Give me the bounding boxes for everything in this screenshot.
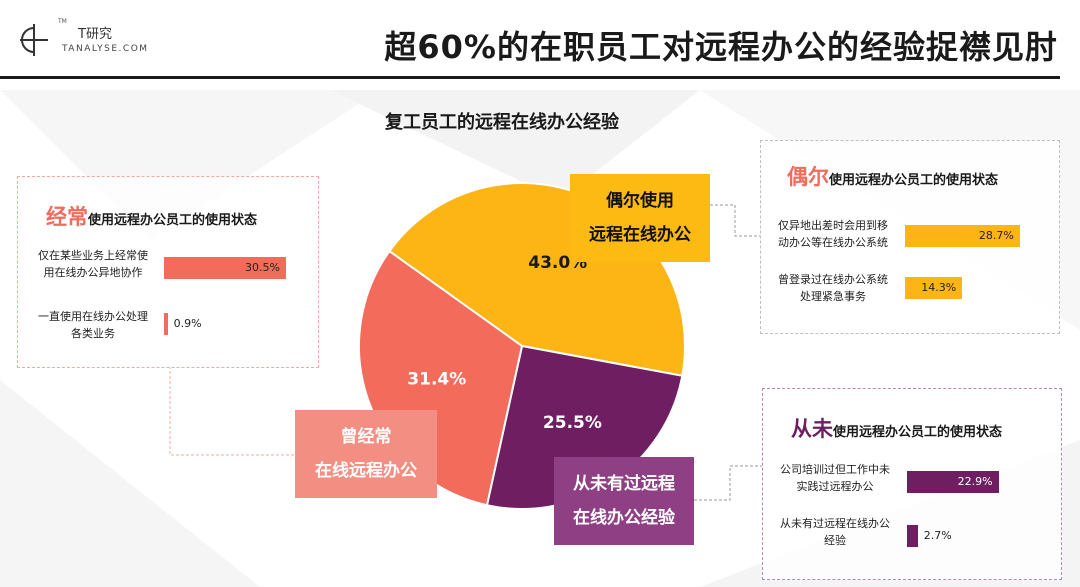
callout-often-line-1: 曾经常 [340, 427, 392, 447]
panel-never-heading: 从未使用远程办公员工的使用状态 [791, 413, 1002, 443]
panel-often-row-2-label: 一直使用在线办公处理 各类业务 [24, 308, 162, 342]
panel-often-row-1-line-2: 用在线办公异地协作 [43, 266, 143, 279]
panel-often-row-1-line-1: 仅在某些业务上经常使 [38, 249, 148, 262]
callout-occasional: 偶尔使用 远程在线办公 [570, 174, 710, 262]
bar-never-row-2 [907, 525, 918, 547]
pie-label-often: 31.4% [407, 370, 466, 390]
page-title: 超60%的在职员工对远程办公的经验捉襟见肘 [384, 28, 1058, 66]
panel-occasional-row-1-line-1: 仅异地出差时会用到移 [778, 219, 888, 232]
panel-occasional-row-1-line-2: 动办公等在线办公系统 [778, 236, 888, 249]
bar-never-row-1-value: 22.9% [957, 475, 993, 488]
panel-never-row-1-line-2: 实践过远程办公 [796, 480, 874, 493]
chart-title: 复工员工的远程在线办公经验 [385, 112, 619, 133]
panel-never-row-2-line-1: 从未有过远程在线办公 [780, 517, 890, 530]
bar-never-row-1 [907, 471, 999, 493]
panel-often-row-2-line-1: 一直使用在线办公处理 [38, 310, 148, 323]
panel-occasional-row-2-line-1: 曾登录过在线办公系统 [778, 273, 888, 286]
panel-occasional-row-2-label: 曾登录过在线办公系统 处理紧急事务 [763, 271, 903, 305]
logo: TM T研究 TANALYSE.COM [18, 18, 158, 62]
panel-occasional-row-1-label: 仅异地出差时会用到移 动办公等在线办公系统 [763, 217, 903, 251]
logo-mark-icon [20, 24, 48, 56]
panel-never-row-1-line-1: 公司培训过但工作中未 [780, 463, 890, 476]
panel-occasional: 偶尔使用远程办公员工的使用状态 仅异地出差时会用到移 动办公等在线办公系统 28… [760, 140, 1060, 334]
bar-often-row-2-value: 0.9% [173, 317, 202, 330]
callout-often-line-2: 在线远程办公 [315, 461, 417, 481]
bar-often-row-1-value: 30.5% [245, 261, 280, 274]
pie-label-never: 25.5% [543, 413, 602, 433]
panel-occasional-accent: 偶尔 [787, 165, 829, 189]
panel-never-heading-rest: 使用远程办公员工的使用状态 [833, 425, 1003, 440]
panel-never: 从未使用远程办公员工的使用状态 公司培训过但工作中未 实践过远程办公 22.9%… [762, 388, 1062, 580]
panel-occasional-row-2-line-2: 处理紧急事务 [800, 290, 866, 303]
bar-occasional-row-1-value: 28.7% [978, 229, 1014, 242]
panel-often-heading-rest: 使用远程办公员工的使用状态 [88, 213, 258, 228]
panel-never-row-1-label: 公司培训过但工作中未 实践过远程办公 [765, 461, 905, 495]
callout-often: 曾经常 在线远程办公 [295, 410, 437, 498]
callout-never: 从未有过远程 在线办公经验 [554, 457, 694, 545]
callout-occasional-line-1: 偶尔使用 [606, 191, 674, 211]
logo-trademark: TM [58, 18, 67, 25]
panel-often-accent: 经常 [46, 205, 88, 229]
bar-occasional-row-2-value: 14.3% [921, 281, 957, 294]
logo-domain: TANALYSE.COM [62, 44, 149, 54]
panel-never-row-2-label: 从未有过远程在线办公 经验 [765, 515, 905, 549]
panel-occasional-heading: 偶尔使用远程办公员工的使用状态 [787, 161, 998, 191]
panel-often-row-2-line-2: 各类业务 [71, 327, 115, 340]
panel-often: 经常使用远程办公员工的使用状态 仅在某些业务上经常使 用在线办公异地协作 30.… [17, 176, 319, 368]
callout-occasional-line-2: 远程在线办公 [589, 225, 691, 245]
bar-often-row-2 [164, 313, 168, 335]
title-divider [0, 76, 1060, 79]
panel-never-accent: 从未 [791, 417, 833, 441]
bar-occasional-row-2 [905, 277, 963, 299]
bar-often-row-1 [164, 257, 286, 279]
panel-often-heading: 经常使用远程办公员工的使用状态 [46, 201, 257, 231]
bar-occasional-row-1 [905, 225, 1020, 247]
panel-never-row-2-line-2: 经验 [824, 534, 846, 547]
panel-occasional-heading-rest: 使用远程办公员工的使用状态 [829, 173, 999, 188]
callout-never-line-1: 从未有过远程 [573, 474, 675, 494]
callout-never-line-2: 在线办公经验 [573, 508, 675, 528]
logo-name: T研究 [78, 27, 112, 42]
panel-often-row-1-label: 仅在某些业务上经常使 用在线办公异地协作 [24, 247, 162, 281]
bar-never-row-2-value: 2.7% [923, 529, 952, 542]
